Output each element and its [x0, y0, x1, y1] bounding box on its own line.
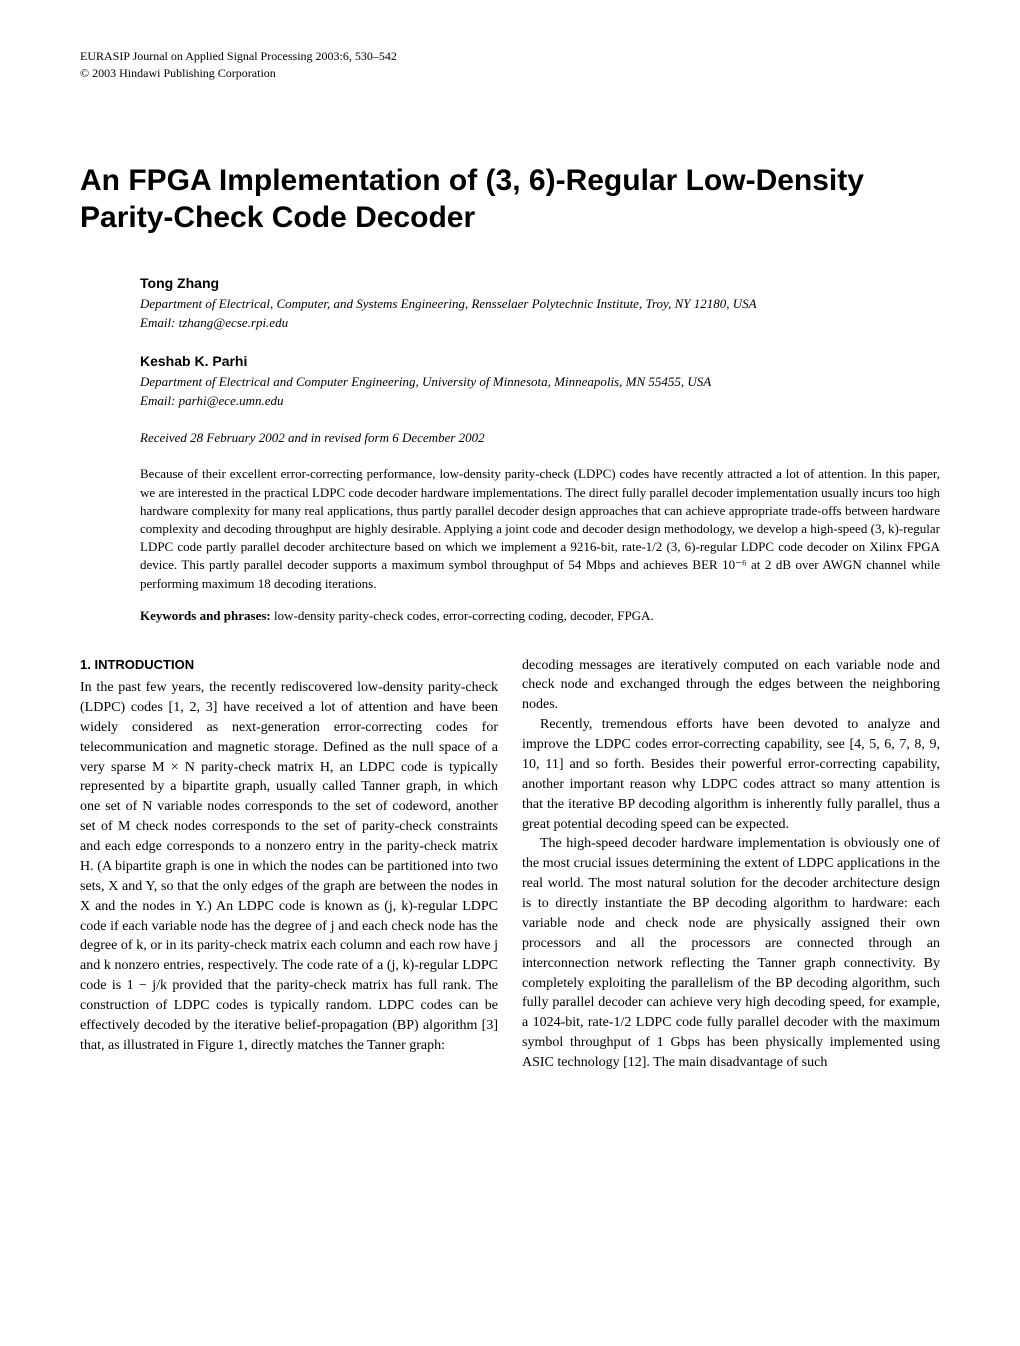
section-heading: 1. INTRODUCTION: [80, 656, 498, 674]
email-label: Email:: [140, 393, 179, 408]
abstract-text: Because of their excellent error-correct…: [140, 465, 940, 592]
email-label: Email:: [140, 315, 179, 330]
author-block-1: Tong Zhang Department of Electrical, Com…: [140, 273, 940, 333]
author-affiliation: Department of Electrical, Computer, and …: [140, 295, 940, 314]
author-name: Tong Zhang: [140, 273, 940, 293]
keywords-label: Keywords and phrases:: [140, 608, 271, 623]
author-affiliation: Department of Electrical and Computer En…: [140, 373, 940, 392]
email-link[interactable]: parhi@ece.umn.edu: [179, 393, 284, 408]
body-columns: 1. INTRODUCTION In the past few years, t…: [80, 656, 940, 1073]
paragraph: Recently, tremendous efforts have been d…: [522, 715, 940, 834]
received-date: Received 28 February 2002 and in revised…: [140, 429, 940, 448]
author-email-line: Email: tzhang@ecse.rpi.edu: [140, 314, 940, 333]
author-email-line: Email: parhi@ece.umn.edu: [140, 392, 940, 411]
paper-title: An FPGA Implementation of (3, 6)-Regular…: [80, 162, 940, 237]
author-block-2: Keshab K. Parhi Department of Electrical…: [140, 351, 940, 411]
left-column: 1. INTRODUCTION In the past few years, t…: [80, 656, 498, 1073]
keywords-text: low-density parity-check codes, error-co…: [271, 608, 654, 623]
paragraph: In the past few years, the recently redi…: [80, 678, 498, 1056]
keywords-line: Keywords and phrases: low-density parity…: [140, 607, 940, 626]
paragraph: The high-speed decoder hardware implemen…: [522, 834, 940, 1073]
email-link[interactable]: tzhang@ecse.rpi.edu: [179, 315, 288, 330]
copyright-line: © 2003 Hindawi Publishing Corporation: [80, 65, 940, 82]
author-name: Keshab K. Parhi: [140, 351, 940, 371]
right-column: decoding messages are iteratively comput…: [522, 656, 940, 1073]
journal-header: EURASIP Journal on Applied Signal Proces…: [80, 48, 940, 82]
journal-name: EURASIP Journal on Applied Signal Proces…: [80, 48, 940, 65]
paragraph: decoding messages are iteratively comput…: [522, 656, 940, 716]
